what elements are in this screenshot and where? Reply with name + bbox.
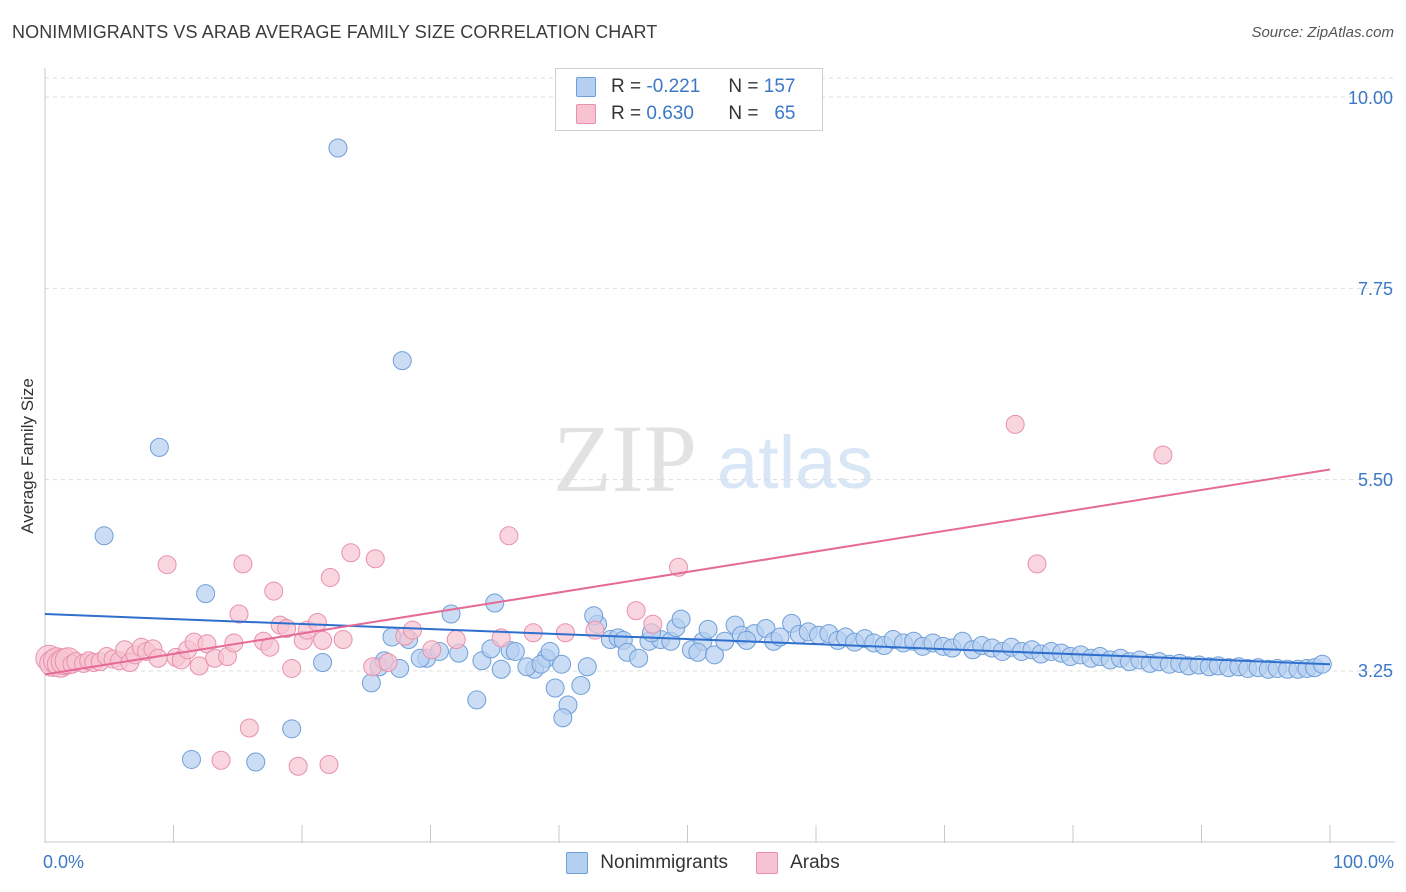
data-point <box>313 630 333 650</box>
data-point <box>333 630 353 650</box>
data-point <box>229 604 249 624</box>
chart-title: NONIMMIGRANTS VS ARAB AVERAGE FAMILY SIZ… <box>12 22 658 42</box>
data-point <box>378 652 398 672</box>
data-point <box>467 690 487 710</box>
data-point <box>499 526 519 546</box>
source-label: Source: ZipAtlas.com <box>1251 24 1394 41</box>
data-point <box>540 641 560 661</box>
data-point <box>629 648 649 668</box>
data-point <box>189 656 209 676</box>
legend-swatch-nonimmigrants <box>576 77 596 97</box>
data-point <box>264 581 284 601</box>
n-label: N = <box>728 76 759 97</box>
series-legend: Nonimmigrants Arabs <box>0 852 1406 874</box>
data-point <box>313 652 333 672</box>
data-point <box>260 637 280 657</box>
data-point <box>239 718 259 738</box>
y-tick-label: 7.75 <box>1358 279 1393 299</box>
data-point <box>288 756 308 776</box>
data-point <box>422 640 442 660</box>
data-point <box>552 654 572 674</box>
data-point <box>698 619 718 639</box>
data-point <box>491 628 511 648</box>
data-point <box>571 675 591 695</box>
y-tick-label: 5.50 <box>1358 470 1393 490</box>
watermark-atlas: atlas <box>717 421 873 504</box>
series-nonimmigrants-points <box>94 138 1332 772</box>
x-tick-label-min: 0.0% <box>43 852 85 872</box>
legend-row-nonimmigrants: R = -0.221 N = 157 <box>576 75 795 99</box>
legend-label-arabs: Arabs <box>790 852 840 873</box>
data-point <box>319 755 339 775</box>
data-point <box>1153 445 1173 465</box>
data-point <box>403 620 423 640</box>
data-point <box>770 627 790 647</box>
data-point <box>671 609 691 629</box>
legend-item-nonimmigrants: Nonimmigrants <box>566 852 728 874</box>
data-point <box>246 752 266 772</box>
correlation-legend: R = -0.221 N = 157 R = 0.630 N = 65 <box>555 68 823 131</box>
n-value: 65 <box>774 103 796 124</box>
r-label: R = <box>611 76 642 97</box>
data-point <box>577 657 597 677</box>
y-tick-labels: 3.25 5.50 7.75 10.00 <box>1348 88 1393 681</box>
data-point <box>196 584 216 604</box>
r-label: R = <box>611 103 642 124</box>
trend-line-arabs <box>44 468 1331 676</box>
data-point <box>505 641 525 661</box>
legend-item-arabs: Arabs <box>756 852 840 874</box>
grid-lines <box>45 77 1395 672</box>
data-point <box>157 555 177 575</box>
data-point <box>341 543 361 563</box>
legend-swatch-nonimmigrants <box>566 852 589 874</box>
n-label: N = <box>728 103 759 124</box>
data-point <box>446 630 466 650</box>
n-value: 157 <box>763 76 796 97</box>
data-point <box>233 554 253 574</box>
data-point <box>553 708 573 728</box>
data-point <box>181 749 201 769</box>
trend-lines <box>44 468 1331 676</box>
data-point <box>320 567 340 587</box>
legend-swatch-arabs <box>756 852 779 874</box>
data-point <box>688 642 708 662</box>
data-point <box>626 601 646 621</box>
data-point <box>94 526 114 546</box>
data-point <box>149 437 169 457</box>
r-value: -0.221 <box>646 76 701 97</box>
axes <box>44 68 1395 843</box>
y-tick-label: 3.25 <box>1358 661 1393 681</box>
data-point <box>307 613 327 633</box>
data-point <box>365 549 385 569</box>
trend-line-nonimmigrants <box>44 613 1331 666</box>
data-point <box>704 645 724 665</box>
data-point <box>211 750 231 770</box>
data-point <box>282 658 302 678</box>
data-point <box>491 659 511 679</box>
r-value: 0.630 <box>646 103 694 124</box>
data-point <box>392 351 412 371</box>
data-point <box>545 678 565 698</box>
data-point <box>555 623 575 643</box>
legend-row-arabs: R = 0.630 N = 65 <box>576 102 795 126</box>
data-point <box>282 719 302 739</box>
data-point <box>1005 414 1025 434</box>
legend-label-nonimmigrants: Nonimmigrants <box>600 852 729 873</box>
legend-swatch-arabs <box>576 104 596 124</box>
data-point <box>643 614 663 634</box>
data-point <box>328 138 348 158</box>
x-tick-label-max: 100.0% <box>1332 852 1394 872</box>
y-tick-label: 10.00 <box>1348 88 1393 108</box>
watermark-zip: ZIP <box>553 405 697 512</box>
data-point <box>1027 554 1047 574</box>
data-point <box>361 673 381 693</box>
